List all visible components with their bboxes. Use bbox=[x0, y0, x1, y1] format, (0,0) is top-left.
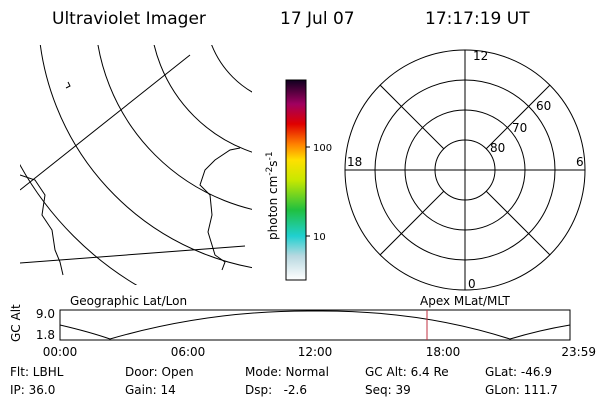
label-part: photon cm bbox=[266, 176, 280, 240]
plot-title: Geographic Lat/Lon bbox=[70, 294, 187, 308]
date: 17 Jul 07 bbox=[280, 9, 355, 29]
info-field: GC Alt: 6.4 Re bbox=[365, 365, 449, 379]
polar-label: 60 bbox=[536, 99, 551, 113]
info-field: GLat: -46.9 bbox=[485, 365, 552, 379]
y-tick-label: 1.8 bbox=[36, 328, 55, 342]
x-tick-label: 12:00 bbox=[298, 345, 333, 359]
colorbar-tick: 10 bbox=[313, 232, 326, 243]
x-tick-label: 23:59 bbox=[561, 345, 596, 359]
title: Ultraviolet Imager bbox=[52, 9, 206, 29]
info-field: Seq: 39 bbox=[365, 383, 411, 397]
info-field: Gain: 14 bbox=[125, 383, 176, 397]
polar-label: 70 bbox=[512, 121, 527, 135]
x-tick-label: 00:00 bbox=[43, 345, 78, 359]
info-field: IP: 36.0 bbox=[10, 383, 55, 397]
info-field: Dsp: -2.6 bbox=[245, 383, 307, 397]
polar-label: 80 bbox=[490, 141, 505, 155]
colorbar-label: photon cm-2s-1 bbox=[265, 151, 280, 240]
plot-title: Apex MLat/MLT bbox=[420, 294, 510, 308]
label-part: s bbox=[266, 160, 280, 166]
polar-label: 0 bbox=[468, 277, 476, 291]
plot-frame bbox=[59, 309, 571, 341]
polar-grid bbox=[344, 49, 586, 291]
info-field: GLon: 111.7 bbox=[485, 383, 558, 397]
polar-label: 6 bbox=[576, 155, 584, 169]
label-sup: -2 bbox=[265, 167, 275, 176]
polar-label: 12 bbox=[473, 49, 488, 63]
info-field: Mode: Normal bbox=[245, 365, 329, 379]
x-tick-label: 18:00 bbox=[426, 345, 461, 359]
info: Flt: LBHL Door: Open Mode: Normal GC Alt: 6… bbox=[10, 365, 558, 397]
map bbox=[20, 45, 252, 285]
y-label: GC Alt bbox=[9, 304, 23, 342]
x-tick-label: 06:00 bbox=[171, 345, 206, 359]
info-field: Door: Open bbox=[125, 365, 194, 379]
altitude-curve bbox=[59, 310, 571, 340]
label-sup: -1 bbox=[265, 151, 275, 160]
colorbar bbox=[285, 79, 307, 281]
colorbar-tick: 100 bbox=[313, 143, 332, 154]
y-tick-label: 9.0 bbox=[36, 307, 55, 321]
time: 17:17:19 UT bbox=[425, 9, 530, 29]
info-field: Flt: LBHL bbox=[10, 365, 64, 379]
polar-label: 18 bbox=[347, 155, 362, 169]
